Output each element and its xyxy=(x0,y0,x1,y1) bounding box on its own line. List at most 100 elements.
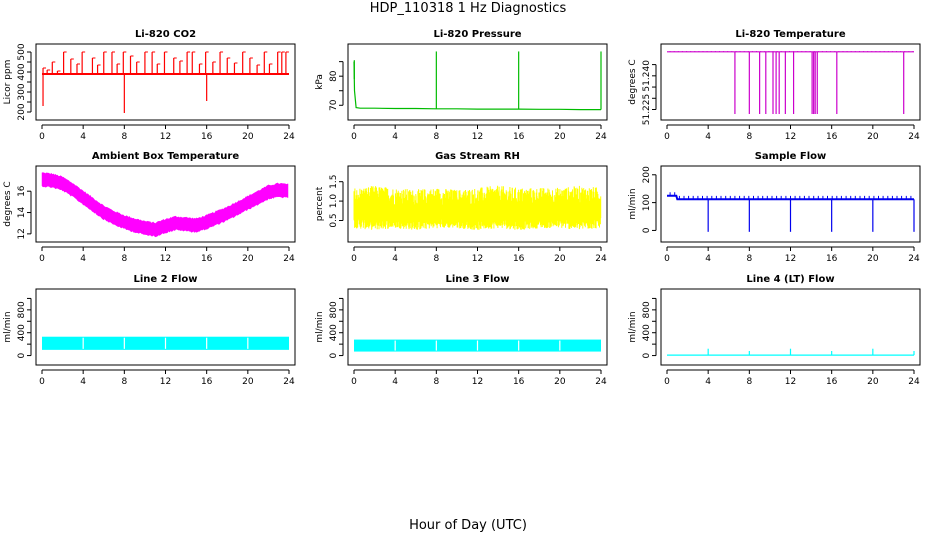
series-temperature-bumps xyxy=(669,51,914,52)
x-tick-label: 8 xyxy=(746,254,752,264)
x-tick-label: 16 xyxy=(513,132,525,142)
series-temperature-band xyxy=(41,172,289,238)
panel-title: Line 3 Flow xyxy=(446,274,510,285)
figure-xlabel: Hour of Day (UTC) xyxy=(409,518,527,533)
x-tick-label: 0 xyxy=(664,377,670,387)
panel-8: Line 3 Flow 0 4 8 12 16 20 24 0 400 800 ml/min xyxy=(315,274,608,387)
x-tick-label: 8 xyxy=(121,254,127,264)
x-tick-label: 0 xyxy=(351,377,357,387)
y-tick-label: 0 xyxy=(17,352,27,358)
x-tick-label: 0 xyxy=(39,132,45,142)
x-tick-label: 4 xyxy=(705,254,711,264)
x-tick-label: 16 xyxy=(826,254,838,264)
y-tick-label: 400 xyxy=(329,324,339,341)
panel-title: Li-820 Temperature xyxy=(735,29,845,40)
x-tick-label: 0 xyxy=(351,254,357,264)
x-tick-label: 16 xyxy=(201,377,213,387)
x-tick-label: 8 xyxy=(433,132,439,142)
y-axis-label: degrees C xyxy=(628,59,638,104)
x-tick-label: 16 xyxy=(826,377,838,387)
x-tick-label: 24 xyxy=(595,254,607,264)
y-tick-label: 800 xyxy=(642,301,652,318)
x-tick-label: 16 xyxy=(513,377,525,387)
x-tick-label: 12 xyxy=(160,377,171,387)
y-tick-label: 80 xyxy=(329,70,339,82)
x-tick-label: 4 xyxy=(80,132,86,142)
x-tick-label: 12 xyxy=(785,132,796,142)
y-tick-label: 300 xyxy=(17,83,27,100)
y-tick-label: 400 xyxy=(17,324,27,341)
y-tick-label: 14 xyxy=(17,207,27,219)
panel-title: Li-820 CO2 xyxy=(135,29,196,40)
x-tick-label: 8 xyxy=(121,377,127,387)
x-tick-label: 8 xyxy=(746,377,752,387)
series-flow xyxy=(667,194,914,201)
panel-title: Li-820 Pressure xyxy=(433,29,521,40)
x-tick-label: 20 xyxy=(242,132,254,142)
y-tick-label: 200 xyxy=(17,103,27,120)
y-axis-label: ml/min xyxy=(315,311,325,342)
series-rh xyxy=(353,185,602,230)
x-tick-label: 0 xyxy=(351,132,357,142)
x-tick-label: 20 xyxy=(242,254,254,264)
x-tick-label: 16 xyxy=(201,254,213,264)
y-tick-label: 800 xyxy=(329,301,339,318)
panel-frame xyxy=(35,165,296,243)
panel-title: Line 4 (LT) Flow xyxy=(746,274,834,285)
x-tick-label: 20 xyxy=(554,254,566,264)
panel-title: Line 2 Flow xyxy=(134,274,198,285)
y-axis-label: Licor ppm xyxy=(3,60,13,105)
panel-title: Sample Flow xyxy=(755,151,827,162)
y-axis-label: kPa xyxy=(315,74,325,90)
x-tick-label: 24 xyxy=(283,254,295,264)
x-tick-label: 8 xyxy=(433,377,439,387)
x-tick-label: 20 xyxy=(242,377,254,387)
y-axis-label: ml/min xyxy=(628,311,638,342)
y-axis-label: percent xyxy=(315,186,325,221)
panel-3: Li-820 Temperature 0 4 8 12 16 20 24 51.225 51.24… xyxy=(628,29,921,142)
panel-frame xyxy=(347,288,608,366)
y-tick-label: 1.5 xyxy=(329,175,339,189)
x-tick-label: 24 xyxy=(908,132,920,142)
x-tick-label: 24 xyxy=(595,377,607,387)
x-tick-label: 24 xyxy=(283,377,295,387)
y-tick-label: 12 xyxy=(17,228,27,239)
x-tick-label: 16 xyxy=(826,132,838,142)
x-tick-label: 16 xyxy=(513,254,525,264)
y-tick-label: 51.225 xyxy=(642,94,652,126)
y-tick-label: 1.0 xyxy=(329,194,339,209)
x-tick-label: 12 xyxy=(785,377,796,387)
x-tick-label: 20 xyxy=(554,132,566,142)
x-tick-label: 12 xyxy=(472,377,483,387)
x-tick-label: 20 xyxy=(867,377,879,387)
x-tick-label: 4 xyxy=(392,254,398,264)
y-tick-label: 0 xyxy=(329,352,339,358)
y-tick-label: 0.5 xyxy=(329,213,339,227)
x-tick-label: 4 xyxy=(392,132,398,142)
x-tick-label: 24 xyxy=(908,254,920,264)
x-tick-label: 4 xyxy=(80,254,86,264)
panel-frame xyxy=(347,43,608,121)
x-tick-label: 4 xyxy=(392,377,398,387)
panel-7: Line 2 Flow 0 4 8 12 16 20 24 0 400 800 ml/min xyxy=(3,274,296,387)
x-tick-label: 8 xyxy=(746,132,752,142)
x-tick-label: 8 xyxy=(121,132,127,142)
x-tick-label: 20 xyxy=(554,377,566,387)
y-tick-label: 800 xyxy=(17,301,27,318)
x-tick-label: 4 xyxy=(705,377,711,387)
panel-frame xyxy=(660,43,921,121)
panel-frame xyxy=(35,288,296,366)
y-axis-label: degrees C xyxy=(3,181,13,226)
x-tick-label: 20 xyxy=(867,254,879,264)
y-tick-label: 400 xyxy=(17,63,27,80)
y-axis-label: ml/min xyxy=(628,188,638,219)
y-tick-label: 0 xyxy=(642,352,652,358)
panel-frame xyxy=(660,288,921,366)
panel-title: Gas Stream RH xyxy=(435,151,520,162)
y-tick-label: 200 xyxy=(642,166,652,183)
panel-frame xyxy=(35,43,296,121)
panel-frame xyxy=(347,165,608,243)
y-tick-label: 500 xyxy=(17,43,27,60)
x-tick-label: 12 xyxy=(160,254,171,264)
